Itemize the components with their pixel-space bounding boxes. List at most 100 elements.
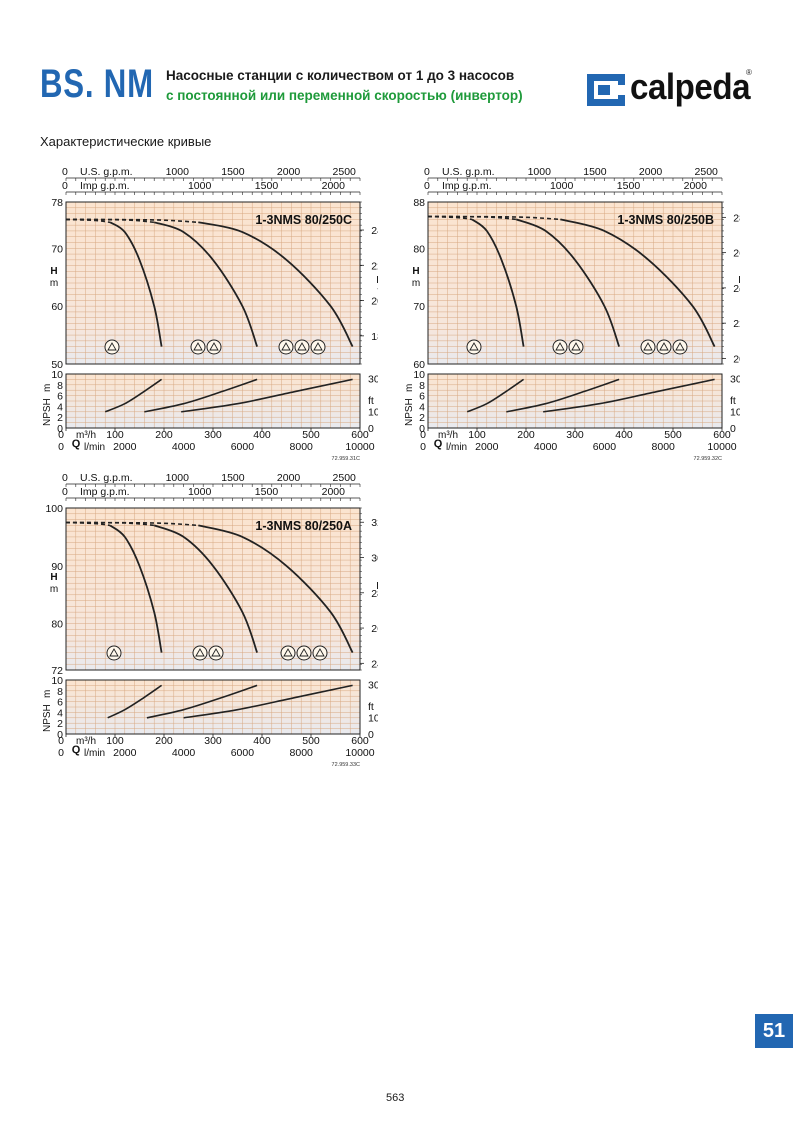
npsh-tick-label-m: 8 bbox=[57, 380, 63, 392]
h-tick-label-m: 70 bbox=[51, 243, 63, 255]
npsh-unit-left: m bbox=[42, 690, 53, 698]
chart-title: 1-3NMS 80/250B bbox=[617, 213, 714, 227]
impgpm-tick-label: 2000 bbox=[322, 486, 346, 498]
npsh-tick-label-m: 0 bbox=[57, 423, 63, 435]
npsh-tick-label-m: 6 bbox=[57, 697, 63, 709]
impgpm-tick-label: 0 bbox=[424, 180, 430, 192]
h-tick-label-ft: 260 bbox=[371, 623, 378, 635]
usgpm-tick-label: 0 bbox=[62, 472, 68, 484]
npsh-curve-3 bbox=[543, 378, 715, 413]
npsh-axis-label: NPSH bbox=[42, 398, 53, 426]
usgpm-tick-label: 1500 bbox=[221, 166, 245, 178]
npsh-axis-label: NPSH bbox=[42, 704, 53, 732]
lmin-tick-label: 10000 bbox=[345, 747, 374, 759]
h-unit-right: ft bbox=[377, 286, 378, 297]
impgpm-tick-label: 1000 bbox=[188, 486, 212, 498]
pump-symbol-icon bbox=[109, 648, 119, 657]
pump-symbol-icon bbox=[209, 342, 219, 351]
pump-marker-icon bbox=[310, 339, 326, 355]
npsh-tick-label-ft: ft bbox=[368, 395, 374, 407]
impgpm-axis-label: Imp g.p.m. bbox=[80, 180, 130, 192]
npsh-tick-label-m: 4 bbox=[57, 707, 63, 719]
npsh-tick-label-m: 2 bbox=[419, 412, 425, 424]
npsh-tick-label-ft: 10 bbox=[730, 407, 740, 419]
pump-symbol-icon bbox=[313, 342, 323, 351]
grid bbox=[66, 202, 360, 428]
h-axis-label-left: H bbox=[50, 266, 57, 277]
pump-symbol-icon bbox=[297, 342, 307, 351]
lmin-tick-label: 8000 bbox=[290, 441, 314, 453]
lmin-tick-label: 0 bbox=[58, 747, 64, 759]
pump-symbol-icon bbox=[193, 342, 203, 351]
series-title: BS. NM bbox=[40, 62, 154, 106]
npsh-axis-label: NPSH bbox=[404, 398, 415, 426]
chart-code: 72.959.33C bbox=[332, 762, 360, 768]
pump-symbol-icon bbox=[469, 342, 479, 351]
pump-marker-icon bbox=[312, 645, 328, 661]
h-tick-label-ft: 220 bbox=[733, 318, 740, 330]
npsh-curve-2 bbox=[506, 378, 620, 413]
npsh-tick-label-ft: 30 bbox=[368, 680, 378, 692]
m3h-tick-label: 600 bbox=[351, 429, 369, 441]
usgpm-tick-label: 1500 bbox=[583, 166, 607, 178]
pump-marker-icon bbox=[104, 339, 120, 355]
npsh-curve-1 bbox=[104, 378, 163, 413]
pump-chart-80-250c: 0 1000 1500 2000 2500 U.S. g.p.m. 0 1000 1500 200… bbox=[28, 160, 389, 470]
h-unit-left: m bbox=[50, 278, 58, 289]
npsh-curve-2 bbox=[144, 378, 258, 413]
grid bbox=[66, 508, 360, 734]
usgpm-tick-label: 2500 bbox=[333, 472, 357, 484]
h-curve-2-pump bbox=[153, 221, 258, 347]
npsh-curve-3 bbox=[181, 378, 353, 413]
npsh-unit-left: m bbox=[404, 384, 415, 392]
h-curve-dashed bbox=[65, 218, 199, 224]
h-unit-right: ft bbox=[739, 286, 740, 297]
npsh-unit-left: m bbox=[42, 384, 53, 392]
h-tick-label-m: 72 bbox=[51, 665, 63, 677]
pump-marker-icon bbox=[672, 339, 688, 355]
h-axis-label-right: H bbox=[738, 275, 740, 286]
npsh-tick-label-m: 8 bbox=[419, 380, 425, 392]
chart-title: 1-3NMS 80/250C bbox=[255, 213, 352, 227]
h-tick-label-m: 78 bbox=[51, 197, 63, 209]
h-tick-label-m: 50 bbox=[51, 359, 63, 371]
npsh-tick-label-m: 10 bbox=[51, 369, 63, 381]
h-tick-label-m: 80 bbox=[51, 619, 63, 631]
pump-symbol-icon bbox=[643, 342, 653, 351]
m3h-tick-label: 500 bbox=[302, 429, 320, 441]
lmin-tick-label: 2000 bbox=[113, 747, 137, 759]
m3h-tick-label: 100 bbox=[106, 429, 124, 441]
calpeda-logo: calpeda ® bbox=[586, 66, 766, 112]
usgpm-tick-label: 2500 bbox=[333, 166, 357, 178]
lmin-tick-label: 10000 bbox=[707, 441, 736, 453]
h-curve-2-pump bbox=[515, 218, 620, 347]
npsh-tick-label-m: 4 bbox=[419, 401, 425, 413]
chart-title: 1-3NMS 80/250A bbox=[255, 519, 352, 533]
npsh-tick-label-m: 0 bbox=[57, 729, 63, 741]
npsh-tick-label-m: 0 bbox=[419, 423, 425, 435]
section-title: Характеристические кривые bbox=[40, 134, 212, 149]
npsh-tick-label-ft: 10 bbox=[368, 713, 378, 725]
logo-text: calpeda bbox=[630, 66, 751, 107]
header-title-line1: Насосные станции с количеством от 1 до 3… bbox=[166, 68, 515, 83]
h-tick-label-ft: 260 bbox=[733, 248, 740, 260]
h-tick-label-m: 60 bbox=[413, 359, 425, 371]
m3h-tick-label: 100 bbox=[468, 429, 486, 441]
lmin-tick-label: 4000 bbox=[172, 441, 196, 453]
h-axis-label-left: H bbox=[412, 266, 419, 277]
lmin-tick-label: 2000 bbox=[113, 441, 137, 453]
m3h-tick-label: 0 bbox=[58, 735, 64, 747]
grid bbox=[428, 202, 722, 428]
lmin-tick-label: 4000 bbox=[534, 441, 558, 453]
h-unit-right: ft bbox=[377, 592, 378, 603]
usgpm-tick-label: 2500 bbox=[695, 166, 719, 178]
npsh-curve-1 bbox=[107, 684, 163, 719]
m3h-tick-label: 500 bbox=[664, 429, 682, 441]
m3h-tick-label: 300 bbox=[204, 429, 222, 441]
h-tick-label-ft: 240 bbox=[371, 225, 378, 237]
pump-symbol-icon bbox=[555, 342, 565, 351]
pump-marker-icon bbox=[278, 339, 294, 355]
h-tick-label-ft: 200 bbox=[733, 353, 740, 365]
